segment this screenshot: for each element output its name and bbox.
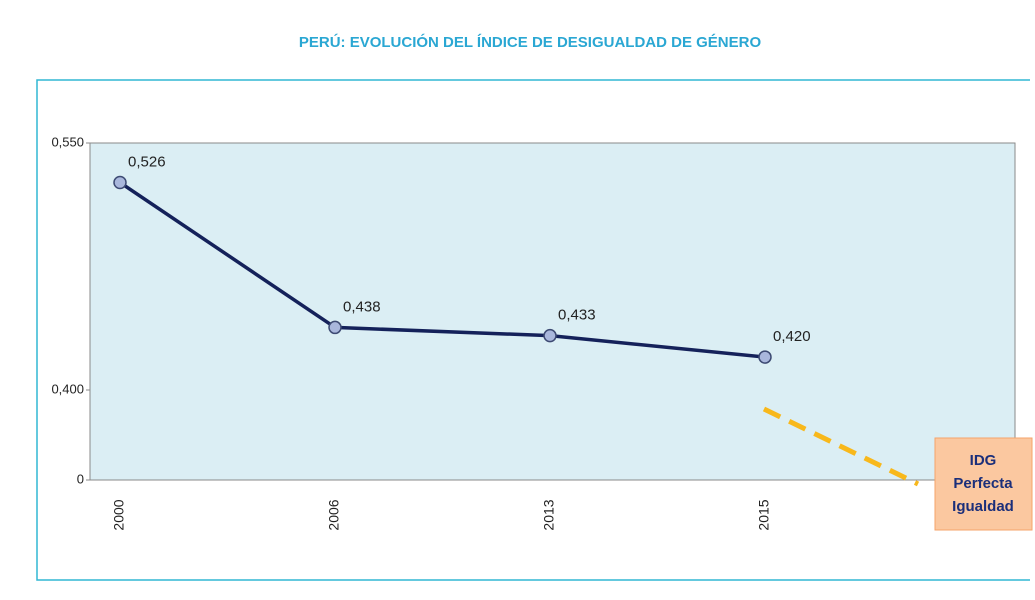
plot-area <box>89 142 1016 481</box>
x-tick-label: 2000 <box>111 499 127 530</box>
data-line <box>119 181 766 359</box>
y-tick-label: 0,550 <box>51 134 84 149</box>
data-point <box>328 320 342 335</box>
y-tick-label: 0,400 <box>51 381 84 396</box>
x-tick-label: 2006 <box>326 499 342 530</box>
data-point <box>758 350 772 364</box>
data-label: 0,433 <box>558 307 596 324</box>
x-tick-label: 2013 <box>541 499 557 530</box>
annotation-text: Perfecta <box>953 475 1013 492</box>
data-point <box>543 328 557 343</box>
annotation-box <box>934 437 1033 531</box>
data-label: 0,526 <box>128 153 166 170</box>
data-label: 0,420 <box>773 328 811 345</box>
frame <box>36 79 1030 581</box>
data-label: 0,438 <box>343 298 381 315</box>
projection-line <box>762 406 920 487</box>
chart-title: PERÚ: EVOLUCIÓN DEL ÍNDICE DE DESIGUALDA… <box>299 33 762 51</box>
data-point <box>113 175 127 190</box>
x-tick-label: 2015 <box>756 499 772 530</box>
y-tick-label: 0 <box>77 471 84 486</box>
annotation-text: Igualdad <box>952 498 1014 515</box>
annotation-text: IDG <box>970 452 997 469</box>
